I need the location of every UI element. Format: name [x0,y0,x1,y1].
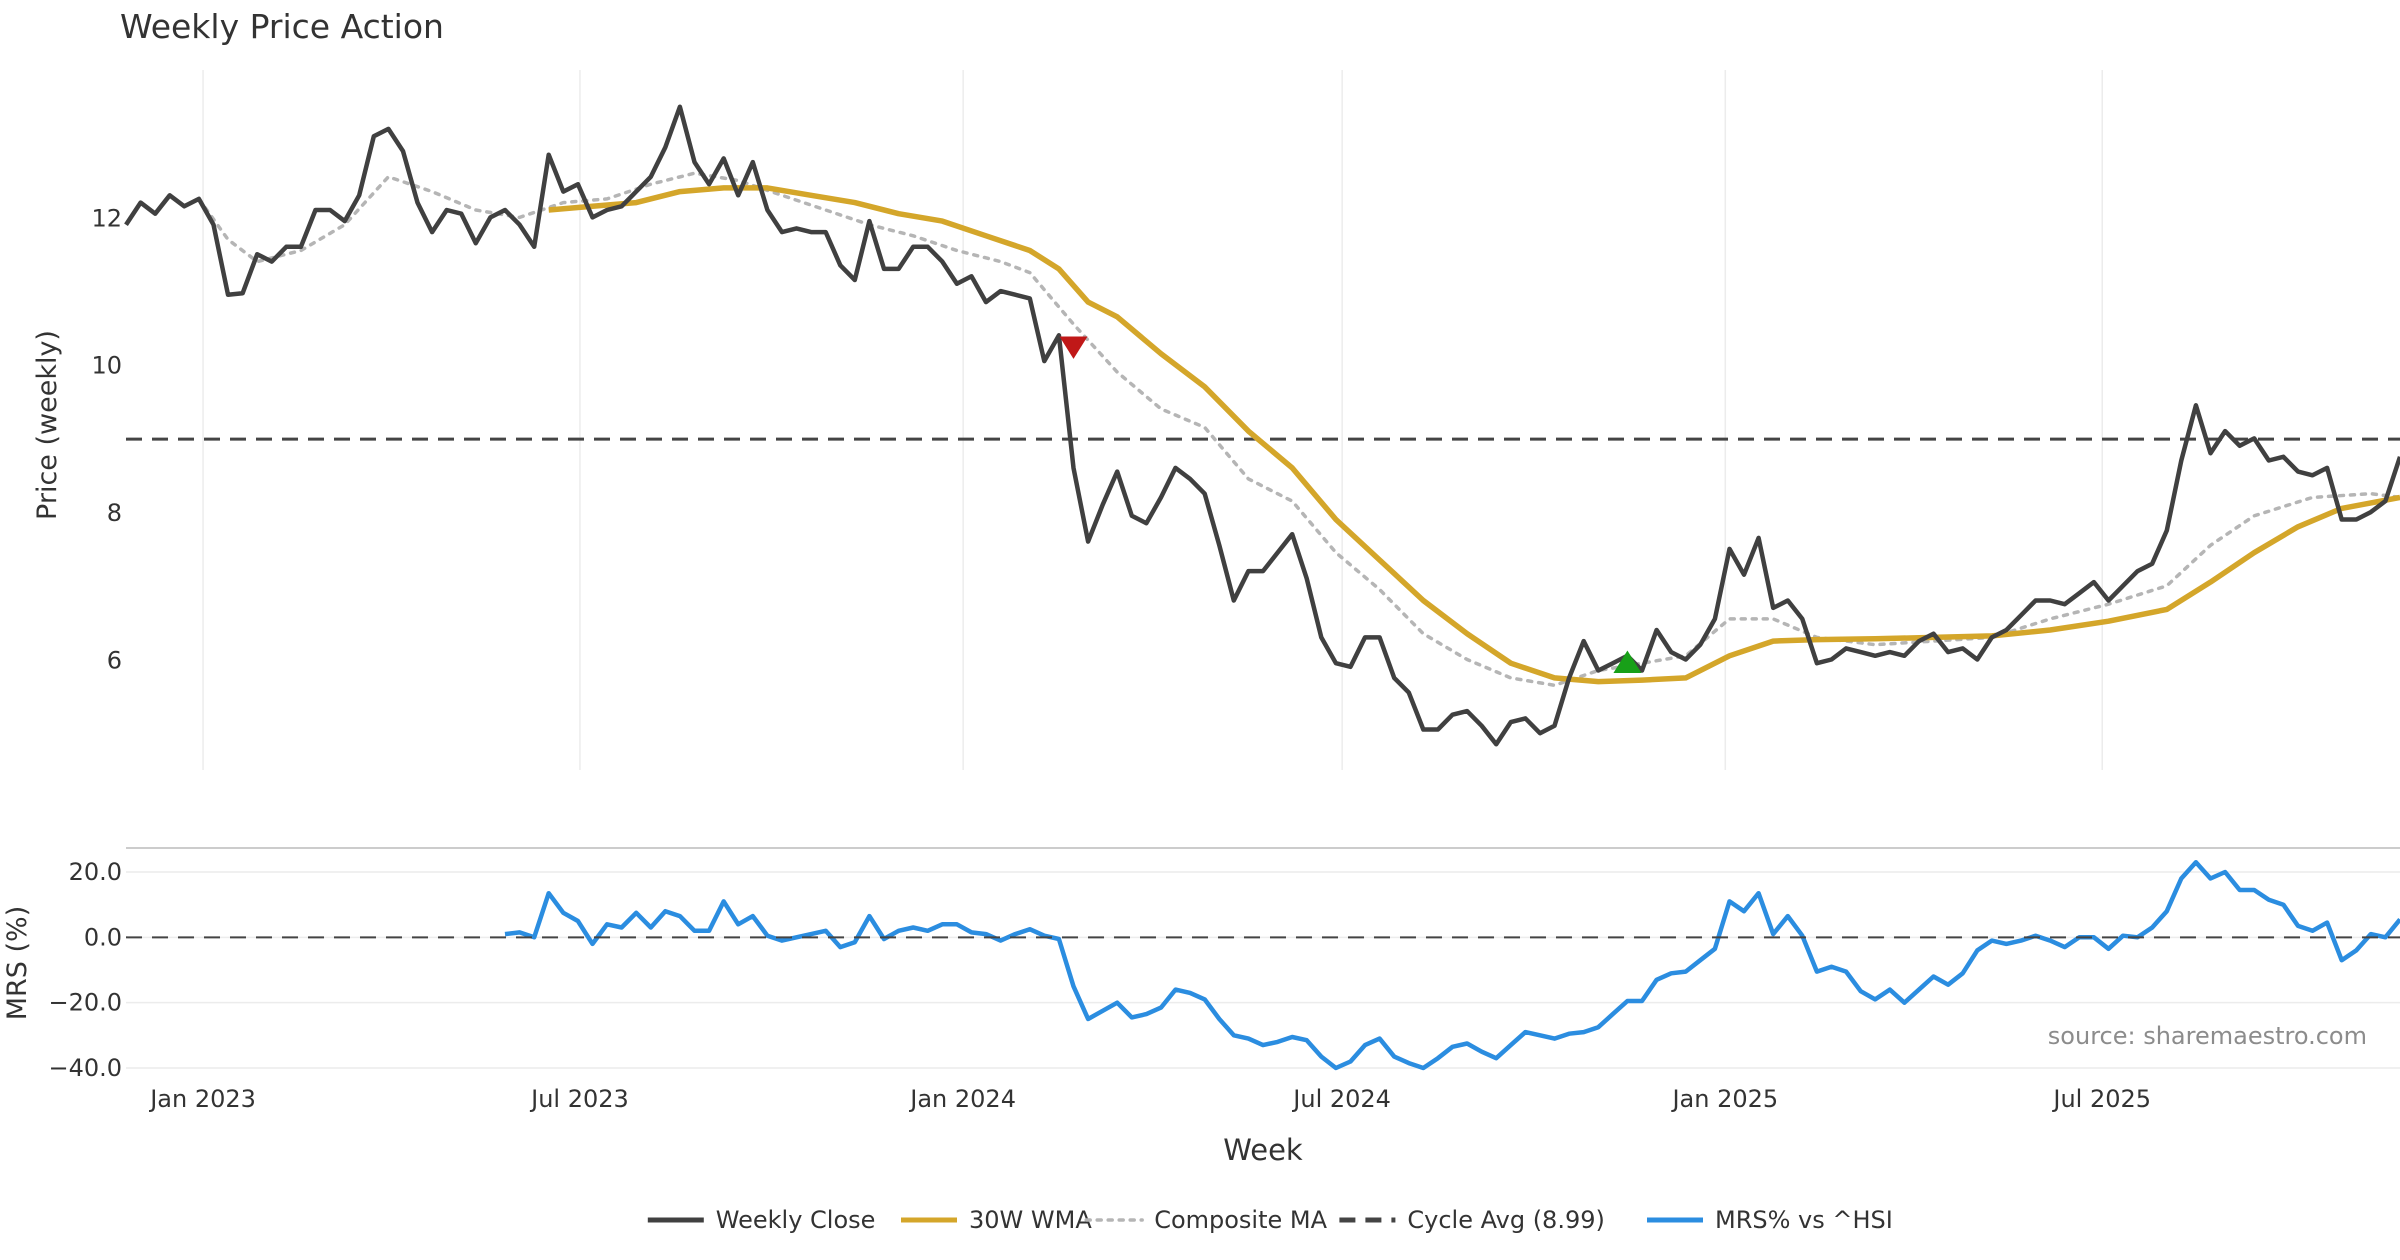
x-tick-label: Jul 2023 [529,1085,629,1113]
x-tick-label: Jan 2023 [148,1085,256,1113]
weekly-close-line [124,104,2400,747]
legend-label: Cycle Avg (8.99) [1407,1206,1604,1234]
legend-item: Weekly Close [647,1206,876,1234]
mrs-y-axis-label: MRS (%) [2,906,33,1021]
x-axis-label: Week [1223,1133,1303,1167]
x-tick-label: Jul 2025 [2051,1085,2151,1113]
legend-label: MRS% vs ^HSI [1715,1206,1893,1234]
legend-item: 30W WMA [901,1206,1092,1234]
x-tick-label: Jul 2024 [1291,1085,1391,1113]
chart-legend: Weekly Close 30W WMA Composite MA Cycle Avg… [647,1206,1893,1234]
mrs-panel-series [126,859,2400,1071]
buy-signal-marker [1613,650,1642,673]
price-panel-series [124,104,2400,747]
sell-signal-marker [1059,336,1088,359]
mrs-y-tick-label: −20.0 [48,989,122,1017]
source-note: source: sharemaestro.com [2048,1022,2367,1050]
price-y-tick-label: 6 [107,646,122,674]
price-y-tick-label: 12 [91,204,122,232]
x-tick-label: Jan 2024 [908,1085,1016,1113]
x-tick-label: Jan 2025 [1670,1085,1778,1113]
price-y-tick-label: 10 [91,352,122,380]
axis-tick-labels: Jan 2023 Jul 2023 Jan 2024 Jul 2024 Jan 2025… [48,204,2151,1113]
legend-item: MRS% vs ^HSI [1647,1206,1893,1234]
mrs-y-tick-label: 0.0 [84,923,122,951]
price-y-tick-label: 8 [107,499,122,527]
legend-label: Weekly Close [716,1206,876,1234]
legend-label: Composite MA [1154,1206,1327,1234]
legend-label: 30W WMA [969,1206,1092,1234]
price-y-axis-label: Price (weekly) [32,330,63,520]
legend-item: Composite MA [1084,1206,1328,1234]
mrs-y-tick-label: 20.0 [69,858,122,886]
mrs-y-tick-label: −40.0 [48,1054,122,1082]
30w-wma-line [548,185,2400,685]
legend-item: Cycle Avg (8.99) [1339,1206,1605,1234]
chart-title: Weekly Price Action [120,7,444,46]
